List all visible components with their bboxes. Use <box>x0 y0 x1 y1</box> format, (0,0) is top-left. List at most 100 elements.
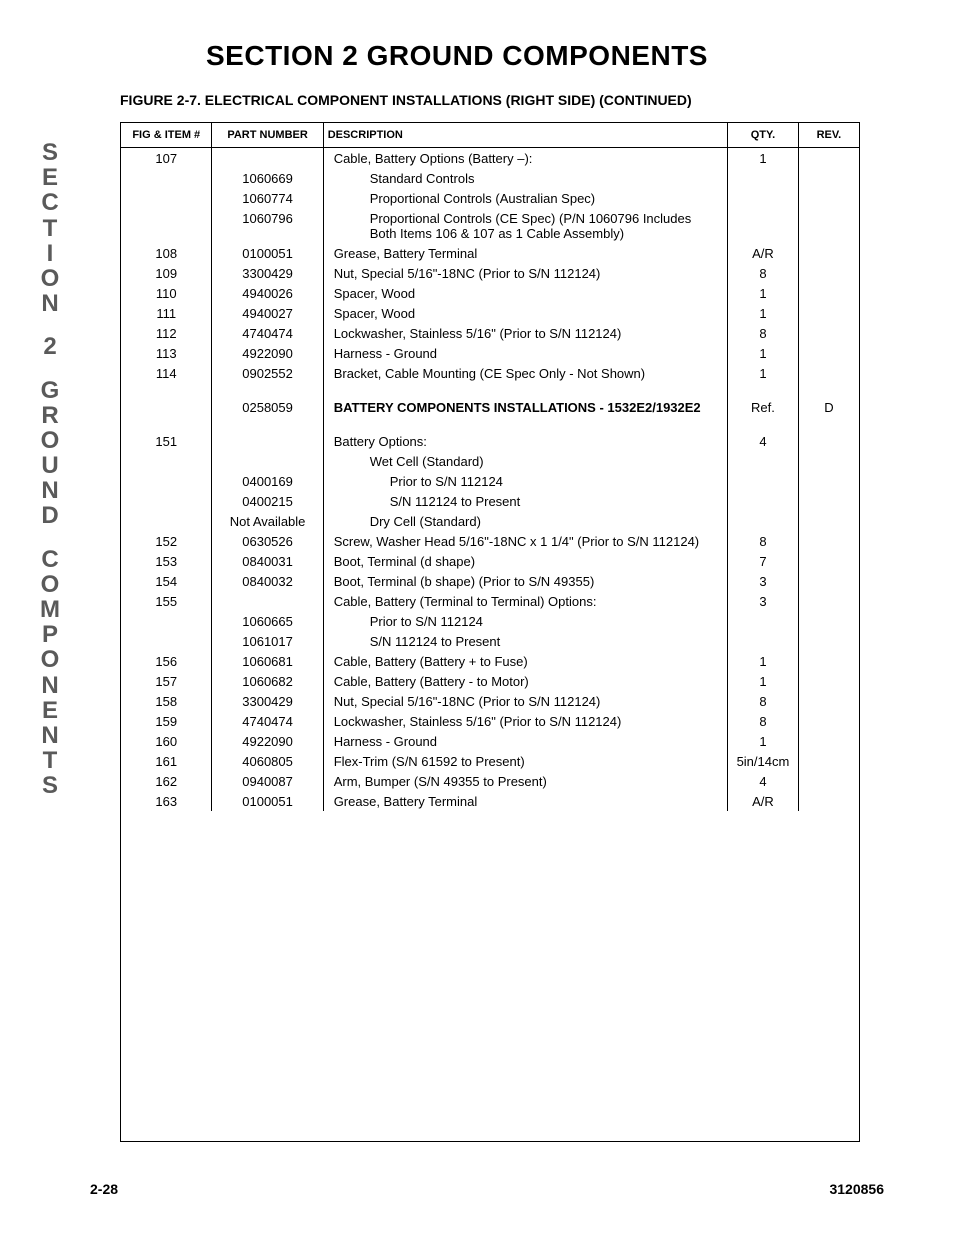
cell-rev <box>798 208 859 243</box>
cell-rev <box>798 243 859 263</box>
table-row: 1614060805Flex-Trim (S/N 61592 to Presen… <box>121 751 859 771</box>
side-tab-letter: G <box>41 378 60 403</box>
table-body: 107Cable, Battery Options (Battery –):11… <box>121 148 859 812</box>
cell-desc: Spacer, Wood <box>323 303 727 323</box>
cell-qty <box>728 208 799 243</box>
cell-qty: 1 <box>728 303 799 323</box>
parts-table: FIG & ITEM # PART NUMBER DESCRIPTION QTY… <box>121 123 859 811</box>
table-row: Wet Cell (Standard) <box>121 451 859 471</box>
cell-rev <box>798 651 859 671</box>
parts-table-wrap: FIG & ITEM # PART NUMBER DESCRIPTION QTY… <box>120 122 860 1142</box>
cell-desc: Cable, Battery (Battery - to Motor) <box>323 671 727 691</box>
table-row: 1114940027Spacer, Wood1 <box>121 303 859 323</box>
cell-fig: 153 <box>121 551 212 571</box>
cell-qty <box>728 188 799 208</box>
side-tab-letter: N <box>41 291 58 316</box>
cell-part: 1060665 <box>212 611 323 631</box>
cell-part: 1060796 <box>212 208 323 243</box>
cell-part: 1060682 <box>212 671 323 691</box>
cell-part: 0902552 <box>212 363 323 383</box>
cell-part <box>212 591 323 611</box>
side-tab-letter: S <box>42 773 58 798</box>
cell-part: 0100051 <box>212 791 323 811</box>
cell-desc: Battery Options: <box>323 431 727 451</box>
cell-part: 0100051 <box>212 243 323 263</box>
table-row: 1134922090Harness - Ground1 <box>121 343 859 363</box>
cell-part: 0840031 <box>212 551 323 571</box>
cell-rev <box>798 711 859 731</box>
col-part-header: PART NUMBER <box>212 123 323 148</box>
cell-part: 0940087 <box>212 771 323 791</box>
side-tab-letter: E <box>42 165 58 190</box>
cell-rev <box>798 491 859 511</box>
figure-title: FIGURE 2-7. ELECTRICAL COMPONENT INSTALL… <box>120 92 884 108</box>
cell-desc: Proportional Controls (CE Spec) (P/N 106… <box>323 208 727 243</box>
cell-qty: 3 <box>728 571 799 591</box>
cell-rev <box>798 551 859 571</box>
cell-rev <box>798 691 859 711</box>
cell-rev <box>798 168 859 188</box>
side-tab-letter: T <box>43 748 58 773</box>
cell-rev <box>798 431 859 451</box>
cell-fig: 111 <box>121 303 212 323</box>
cell-fig <box>121 471 212 491</box>
col-fig-header: FIG & ITEM # <box>121 123 212 148</box>
cell-desc: Boot, Terminal (d shape) <box>323 551 727 571</box>
cell-rev <box>798 323 859 343</box>
col-rev-header: REV. <box>798 123 859 148</box>
col-qty-header: QTY. <box>728 123 799 148</box>
cell-part: 1061017 <box>212 631 323 651</box>
cell-desc: Standard Controls <box>323 168 727 188</box>
cell-part: 0400215 <box>212 491 323 511</box>
cell-fig: 155 <box>121 591 212 611</box>
cell-rev <box>798 531 859 551</box>
table-row: 155 Cable, Battery (Terminal to Terminal)… <box>121 591 859 611</box>
table-row: 1060796Proportional Controls (CE Spec) (… <box>121 208 859 243</box>
cell-fig: 160 <box>121 731 212 751</box>
cell-desc: Nut, Special 5/16"-18NC (Prior to S/N 11… <box>323 263 727 283</box>
cell-part: 0840032 <box>212 571 323 591</box>
table-row: 1583300429Nut, Special 5/16"-18NC (Prior… <box>121 691 859 711</box>
side-tab-letter: T <box>43 216 58 241</box>
side-tab-letter: R <box>41 403 58 428</box>
cell-part: 0400169 <box>212 471 323 491</box>
side-tab: SECTION2GROUNDCOMPONENTS <box>30 140 70 799</box>
cell-fig: 158 <box>121 691 212 711</box>
side-tab-letter: O <box>41 266 60 291</box>
cell-part <box>212 148 323 169</box>
cell-fig <box>121 451 212 471</box>
cell-qty: 8 <box>728 711 799 731</box>
side-tab-letter: U <box>41 453 58 478</box>
cell-part <box>212 451 323 471</box>
cell-part: 4940026 <box>212 283 323 303</box>
cell-fig <box>121 631 212 651</box>
cell-rev <box>798 631 859 651</box>
cell-desc: Prior to S/N 112124 <box>323 471 727 491</box>
cell-part: 4060805 <box>212 751 323 771</box>
cell-qty: 8 <box>728 531 799 551</box>
cell-rev <box>798 303 859 323</box>
cell-fig <box>121 611 212 631</box>
side-tab-letter: O <box>41 572 60 597</box>
table-row: 0258059BATTERY COMPONENTS INSTALLATIONS … <box>121 397 859 417</box>
cell-desc: Proportional Controls (Australian Spec) <box>323 188 727 208</box>
cell-desc: Cable, Battery (Terminal to Terminal) Op… <box>323 591 727 611</box>
cell-rev <box>798 591 859 611</box>
cell-desc: Boot, Terminal (b shape) (Prior to S/N 4… <box>323 571 727 591</box>
cell-desc: Lockwasher, Stainless 5/16" (Prior to S/… <box>323 711 727 731</box>
table-row: 107Cable, Battery Options (Battery –):1 <box>121 148 859 169</box>
cell-qty: Ref. <box>728 397 799 417</box>
table-row: 1594740474Lockwasher, Stainless 5/16" (P… <box>121 711 859 731</box>
side-tab-letter: N <box>41 723 58 748</box>
cell-desc: Harness - Ground <box>323 731 727 751</box>
side-tab-letter: D <box>41 503 58 528</box>
cell-part: 0258059 <box>212 397 323 417</box>
side-tab-letter: E <box>42 698 58 723</box>
cell-rev <box>798 188 859 208</box>
cell-desc: S/N 112124 to Present <box>323 491 727 511</box>
cell-qty: 4 <box>728 431 799 451</box>
cell-qty: 5in/14cm <box>728 751 799 771</box>
cell-fig: 107 <box>121 148 212 169</box>
cell-fig: 162 <box>121 771 212 791</box>
cell-part: 4922090 <box>212 343 323 363</box>
